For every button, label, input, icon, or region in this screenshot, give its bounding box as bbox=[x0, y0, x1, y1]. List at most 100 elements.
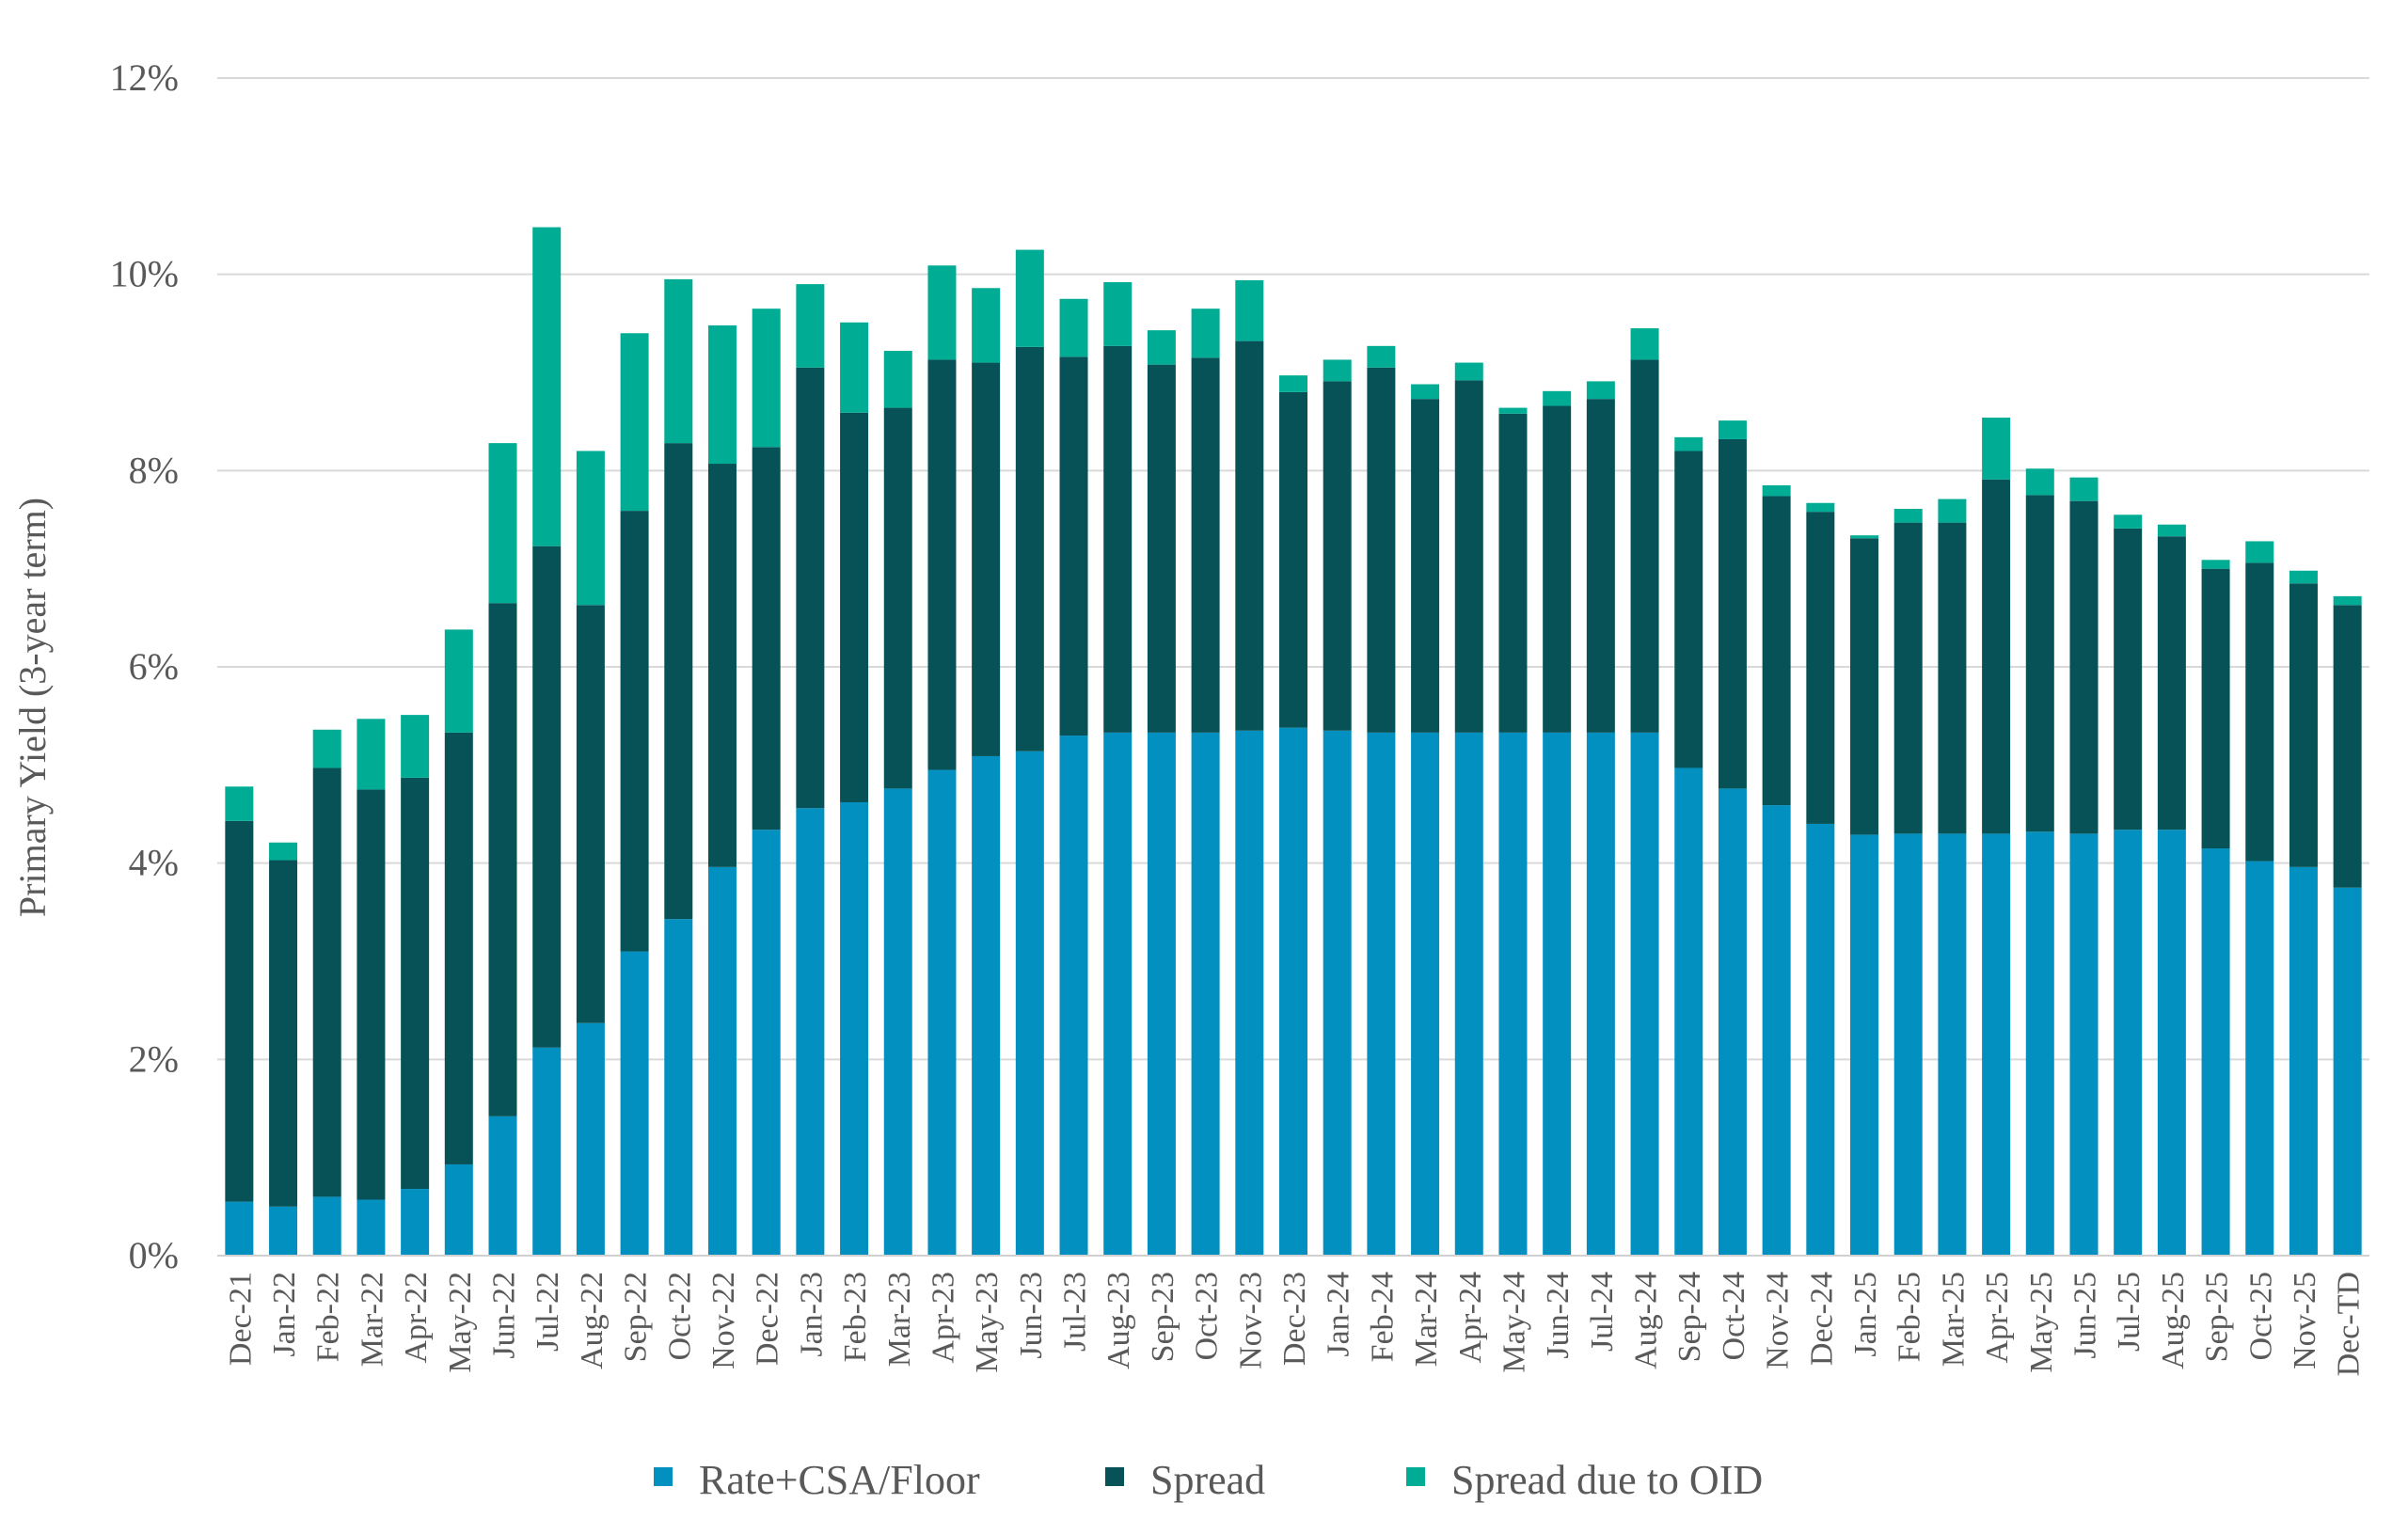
bar-spread-oid bbox=[2333, 595, 2362, 606]
bar-stack bbox=[2289, 570, 2318, 1256]
bar-rate-csa-floor bbox=[1411, 732, 1440, 1256]
bar-spread bbox=[707, 464, 737, 867]
bar-stack bbox=[664, 278, 693, 1256]
x-tick-label: Sep-25 bbox=[2200, 1272, 2235, 1362]
bar-spread bbox=[1235, 340, 1264, 731]
x-tick-label: Nov-23 bbox=[1233, 1272, 1268, 1369]
bar-rate-csa-floor bbox=[1630, 732, 1659, 1256]
bar-rate-csa-floor bbox=[1454, 732, 1483, 1256]
legend: Rate+CSA/Floor Spread Spread due to OID bbox=[654, 1457, 1763, 1503]
y-tick-label: 8% bbox=[129, 449, 179, 491]
bar-spread-oid bbox=[1015, 249, 1044, 347]
bar-stack bbox=[1323, 359, 1352, 1256]
x-tick-label: Jul-25 bbox=[2112, 1272, 2147, 1352]
bar-rate-csa-floor bbox=[576, 1022, 605, 1256]
bar-stack bbox=[2157, 524, 2186, 1256]
bar-rate-csa-floor bbox=[1235, 730, 1264, 1256]
bar-spread bbox=[883, 407, 912, 789]
bar-rate-csa-floor bbox=[2201, 848, 2230, 1256]
bar-rate-csa-floor bbox=[972, 755, 1001, 1256]
x-tick-label: Jul-23 bbox=[1058, 1272, 1093, 1352]
bar-spread bbox=[1454, 380, 1483, 733]
bar-rate-csa-floor bbox=[2157, 830, 2186, 1256]
bar-stack bbox=[1103, 282, 1133, 1256]
bar-spread bbox=[664, 443, 693, 920]
bar-spread-oid bbox=[1762, 484, 1791, 497]
bar-spread-oid bbox=[1938, 498, 1967, 523]
bar-stack bbox=[1850, 535, 1879, 1256]
bar-spread-oid bbox=[269, 842, 298, 861]
y-tick-label: 4% bbox=[129, 842, 179, 884]
x-tick-label: Sep-24 bbox=[1672, 1272, 1707, 1362]
bar-spread bbox=[840, 412, 869, 802]
legend-label: Rate+CSA/Floor bbox=[699, 1457, 980, 1503]
bar-rate-csa-floor bbox=[707, 866, 737, 1256]
bar-stack bbox=[312, 729, 341, 1256]
bar-stack bbox=[1411, 384, 1440, 1256]
bar-spread-oid bbox=[1630, 328, 1659, 360]
x-tick-label: Aug-22 bbox=[575, 1272, 610, 1369]
bar-stack bbox=[1235, 279, 1264, 1256]
y-tick-label: 12% bbox=[110, 56, 179, 99]
bar-rate-csa-floor bbox=[1191, 732, 1220, 1256]
bar-rate-csa-floor bbox=[1279, 727, 1307, 1256]
legend-item: Spread bbox=[1105, 1457, 1265, 1503]
bar-spread bbox=[225, 820, 254, 1202]
x-tick-label: Dec-22 bbox=[751, 1272, 785, 1366]
bar-stack bbox=[1938, 498, 1967, 1256]
bar-spread bbox=[1938, 522, 1967, 834]
bar-rate-csa-floor bbox=[2025, 831, 2054, 1256]
bar-stack bbox=[444, 629, 473, 1256]
bar-spread bbox=[1498, 413, 1528, 733]
x-tick-label: Jun-25 bbox=[2067, 1272, 2102, 1359]
bar-spread-oid bbox=[2157, 524, 2186, 537]
x-tick-label: Sep-23 bbox=[1146, 1272, 1180, 1362]
bar-spread bbox=[1103, 345, 1133, 733]
bar-spread-oid bbox=[356, 719, 386, 790]
x-tick-label: Apr-25 bbox=[1980, 1272, 2015, 1364]
y-tick-label: 10% bbox=[110, 253, 179, 295]
bar-stack bbox=[2025, 468, 2054, 1256]
x-tick-label: Aug-24 bbox=[1629, 1272, 1664, 1369]
bar-rate-csa-floor bbox=[444, 1163, 473, 1256]
bar-spread bbox=[1982, 479, 2011, 834]
x-tick-label: Jun-23 bbox=[1014, 1272, 1049, 1359]
bar-stack bbox=[1543, 390, 1572, 1256]
bar-rate-csa-floor bbox=[1938, 833, 1967, 1256]
bar-stack bbox=[1982, 417, 2011, 1256]
bar-rate-csa-floor bbox=[1982, 833, 2011, 1256]
bar-stack bbox=[225, 786, 254, 1256]
bar-spread-oid bbox=[225, 786, 254, 821]
bar-spread-oid bbox=[620, 333, 649, 512]
bar-stack bbox=[1191, 309, 1220, 1256]
bar-spread bbox=[2025, 495, 2054, 832]
bar-rate-csa-floor bbox=[1367, 732, 1396, 1256]
bar-spread-oid bbox=[707, 324, 737, 465]
bar-stack bbox=[927, 265, 957, 1256]
bar-stack bbox=[1147, 330, 1176, 1256]
bar-rate-csa-floor bbox=[2245, 861, 2274, 1256]
bar-spread-oid bbox=[1235, 279, 1264, 341]
y-tick-label: 0% bbox=[129, 1234, 179, 1276]
bar-spread bbox=[620, 511, 649, 952]
bar-stack bbox=[1586, 381, 1615, 1256]
bar-stack bbox=[883, 351, 912, 1256]
bar-stack bbox=[1893, 509, 1923, 1256]
bar-rate-csa-floor bbox=[2333, 887, 2362, 1256]
bar-spread-oid bbox=[2289, 570, 2318, 584]
legend-label: Spread due to OID bbox=[1451, 1457, 1763, 1503]
bar-rate-csa-floor bbox=[1103, 732, 1133, 1256]
x-tick-label: Mar-25 bbox=[1936, 1272, 1971, 1367]
bar-rate-csa-floor bbox=[401, 1189, 430, 1256]
x-tick-label: Oct-25 bbox=[2243, 1272, 2278, 1360]
bar-spread-oid bbox=[2245, 541, 2274, 563]
bar-stack bbox=[2333, 595, 2362, 1256]
bar-spread bbox=[2201, 568, 2230, 849]
bar-spread-oid bbox=[1498, 407, 1528, 414]
bar-spread bbox=[2157, 536, 2186, 831]
x-tick-label: Dec-23 bbox=[1277, 1272, 1312, 1366]
bar-spread bbox=[1718, 438, 1747, 789]
bar-spread-oid bbox=[1850, 535, 1879, 539]
y-axis-label: Primary Yield (3-year term) bbox=[11, 498, 54, 917]
